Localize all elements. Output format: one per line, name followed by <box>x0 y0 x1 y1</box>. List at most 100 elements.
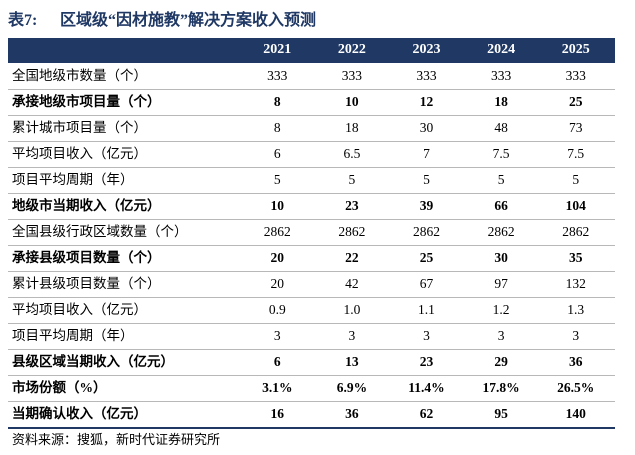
cell: 3 <box>423 328 430 343</box>
row-divider <box>8 245 615 246</box>
header-row <box>8 38 615 63</box>
row-divider <box>8 375 615 376</box>
cell: 16 <box>270 406 285 421</box>
cell: 30 <box>494 250 508 265</box>
row-label: 承接县级项目数量（个） <box>12 250 161 265</box>
cell: 36 <box>345 406 359 421</box>
cell: 30 <box>419 120 434 135</box>
cell: 42 <box>345 276 359 291</box>
column-header: 2025 <box>561 42 590 57</box>
cell: 48 <box>494 120 508 135</box>
row-label: 承接地级市项目量（个） <box>12 94 161 109</box>
cell: 10 <box>345 94 359 109</box>
row-label: 全国地级市数量（个） <box>12 68 147 83</box>
row-label: 全国县级行政区域数量（个） <box>12 224 188 239</box>
row-divider <box>8 297 615 298</box>
cell: 6.5 <box>343 146 361 161</box>
cell: 5 <box>497 172 505 187</box>
cell: 1.1 <box>418 302 435 317</box>
row-label: 县级区域当期收入（亿元） <box>12 354 174 369</box>
cell: 7.5 <box>567 146 585 161</box>
cell: 3 <box>348 328 356 343</box>
cell: 333 <box>490 68 512 83</box>
cell: 333 <box>416 68 437 83</box>
cell: 1.3 <box>567 302 585 317</box>
cell: 2862 <box>338 224 366 239</box>
cell: 5 <box>572 172 580 187</box>
column-header: 2021 <box>263 42 292 57</box>
cell: 6 <box>273 354 281 369</box>
cell: 3 <box>497 328 505 343</box>
row-divider <box>8 271 615 272</box>
cell: 333 <box>565 68 586 83</box>
column-header: 2022 <box>337 42 366 57</box>
cell: 18 <box>345 120 359 135</box>
cell: 39 <box>419 198 434 213</box>
row-label: 当期确认收入（亿元） <box>12 406 147 421</box>
cell: 73 <box>568 120 583 135</box>
row-label: 市场份额（%） <box>12 380 107 395</box>
cell: 2862 <box>562 224 590 239</box>
cell: 67 <box>419 276 434 291</box>
cell: 20 <box>270 276 285 291</box>
row-label: 累计县级项目数量（个） <box>12 276 161 291</box>
title-label: 表7: <box>8 12 38 29</box>
row-label: 项目平均周期（年） <box>12 328 134 343</box>
cell: 333 <box>267 68 288 83</box>
row-divider <box>8 323 615 324</box>
row-label: 平均项目收入（亿元） <box>12 146 147 161</box>
cell: 6.9% <box>336 380 368 395</box>
row-divider <box>8 427 615 429</box>
row-divider <box>8 141 615 142</box>
cell: 12 <box>419 94 434 109</box>
cell: 0.9 <box>268 302 286 317</box>
cell: 66 <box>494 198 508 213</box>
row-label: 地级市当期收入（亿元） <box>12 198 161 213</box>
row-divider <box>8 401 615 402</box>
row-divider <box>8 89 615 90</box>
cell: 3 <box>273 328 281 343</box>
cell: 2862 <box>487 224 515 239</box>
cell: 1.2 <box>492 302 510 317</box>
row-label: 项目平均周期（年） <box>12 172 134 187</box>
cell: 25 <box>568 94 583 109</box>
cell: 11.4% <box>408 380 445 395</box>
row-divider <box>8 115 615 116</box>
cell: 5 <box>273 172 281 187</box>
source: 资料来源：搜狐，新时代证券研究所 <box>12 432 221 447</box>
cell: 62 <box>419 406 434 421</box>
cell: 3 <box>572 328 580 343</box>
cell: 35 <box>568 250 583 265</box>
cell: 17.8% <box>482 380 520 395</box>
cell: 7.5 <box>492 146 510 161</box>
cell: 132 <box>565 276 586 291</box>
cell: 1.0 <box>343 302 361 317</box>
row-divider <box>8 167 615 168</box>
cell: 5 <box>423 172 430 187</box>
row-divider <box>8 193 615 194</box>
cell: 23 <box>345 198 359 213</box>
cell: 18 <box>494 94 508 109</box>
column-header: 2024 <box>487 42 516 57</box>
cell: 3.1% <box>262 380 293 395</box>
cell: 25 <box>419 250 434 265</box>
cell: 95 <box>494 406 508 421</box>
cell: 140 <box>565 406 586 421</box>
cell: 36 <box>568 354 583 369</box>
cell: 97 <box>494 276 508 291</box>
row-label: 累计城市项目量（个） <box>12 120 147 135</box>
cell: 6 <box>273 146 281 161</box>
cell: 22 <box>345 250 359 265</box>
cell: 333 <box>341 68 363 83</box>
row-label: 平均项目收入（亿元） <box>12 302 147 317</box>
cell: 8 <box>273 94 281 109</box>
cell: 104 <box>565 198 586 213</box>
cell: 7 <box>423 146 430 161</box>
cell: 2862 <box>412 224 440 239</box>
row-divider <box>8 349 615 350</box>
cell: 29 <box>494 354 508 369</box>
cell: 13 <box>345 354 359 369</box>
cell: 20 <box>270 250 285 265</box>
row-divider <box>8 219 615 220</box>
